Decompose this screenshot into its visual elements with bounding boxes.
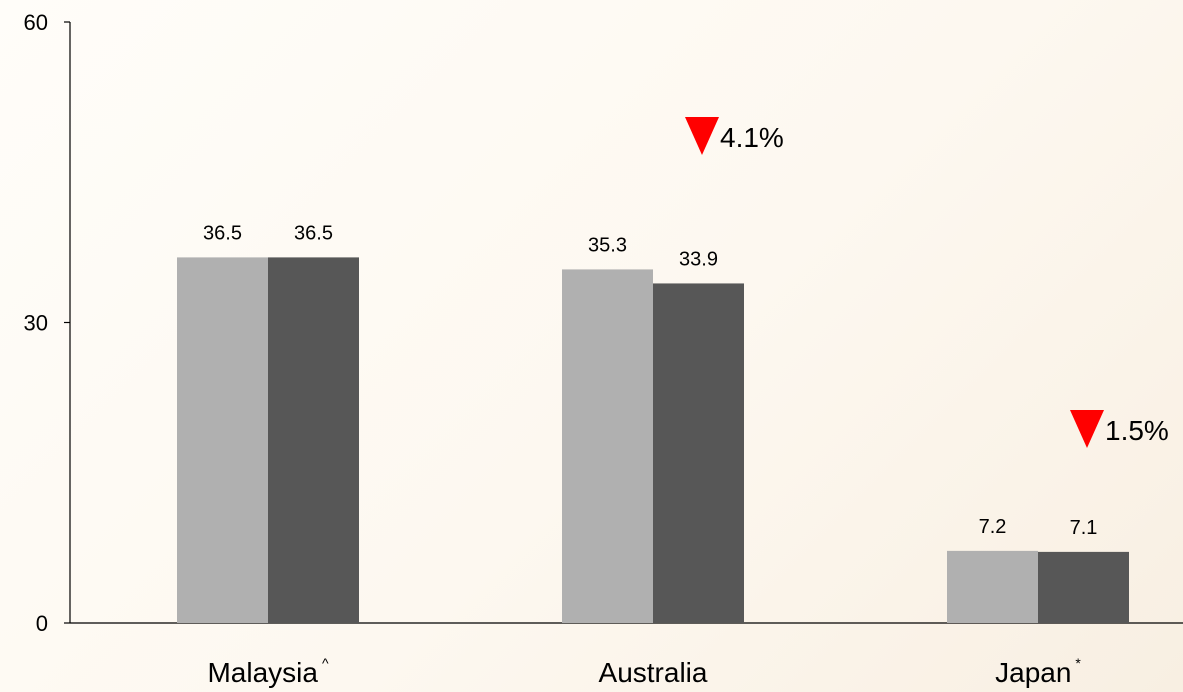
category-label: Malaysia ^: [207, 655, 328, 688]
y-tick-label: 0: [36, 611, 48, 636]
y-tick-label: 30: [24, 311, 48, 336]
bar: [562, 269, 653, 623]
category-name: Australia: [599, 657, 708, 688]
category-name: Japan: [995, 657, 1071, 688]
data-label: 36.5: [203, 222, 242, 244]
bar: [1038, 551, 1129, 623]
bar: [653, 283, 744, 623]
bar: [177, 257, 268, 623]
category-footnote-mark: ^: [322, 655, 329, 671]
bar: [947, 550, 1038, 623]
data-label: 7.1: [1070, 517, 1098, 539]
down-triangle-icon: [1070, 410, 1104, 448]
change-annotation: 4.1%: [685, 117, 784, 155]
change-percent-label: 1.5%: [1105, 415, 1169, 446]
category-name: Malaysia: [207, 657, 318, 688]
category-label: Japan *: [995, 655, 1081, 688]
bars: [177, 257, 1129, 623]
data-label: 7.2: [979, 516, 1007, 538]
labels: 36.5 36.5 Malaysia ^ 35.3 33.9 Australia 7.2 7.1…: [203, 117, 1169, 688]
bar: [268, 257, 359, 623]
data-label: 35.3: [588, 234, 627, 256]
y-tick-label: 60: [24, 10, 48, 35]
category-label: Australia: [599, 657, 708, 688]
data-label: 36.5: [294, 222, 333, 244]
down-triangle-icon: [685, 117, 719, 155]
category-footnote-mark: *: [1075, 655, 1081, 671]
change-annotation: 1.5%: [1070, 410, 1169, 448]
data-label: 33.9: [679, 248, 718, 270]
change-percent-label: 4.1%: [720, 122, 784, 153]
